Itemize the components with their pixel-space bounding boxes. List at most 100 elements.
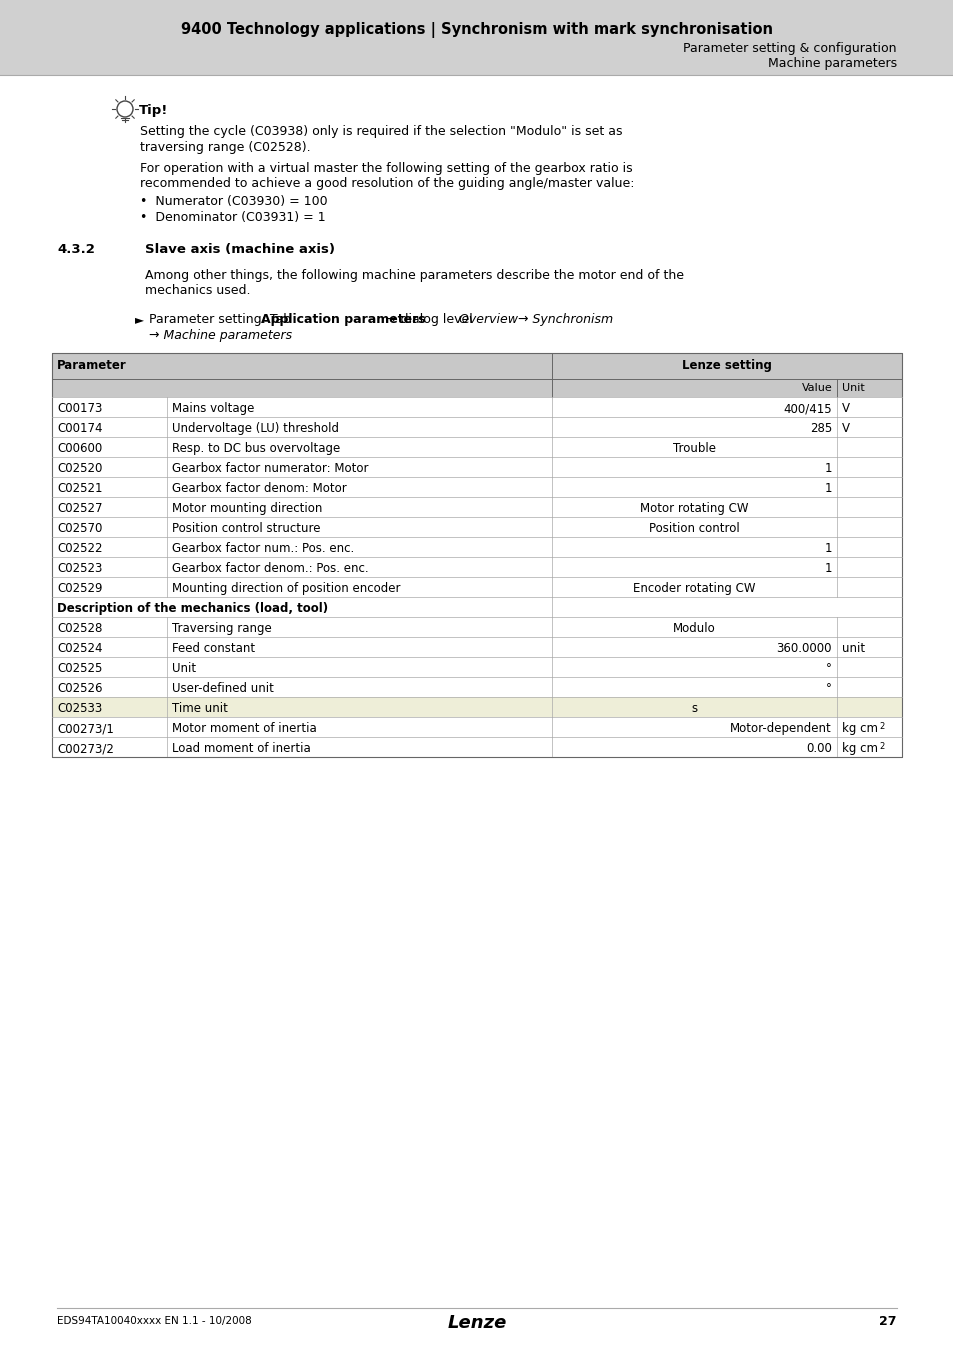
Text: Slave axis (machine axis): Slave axis (machine axis) xyxy=(145,243,335,256)
Text: •  Denominator (C03931) = 1: • Denominator (C03931) = 1 xyxy=(140,211,325,224)
Text: C02520: C02520 xyxy=(57,462,102,475)
Text: ►: ► xyxy=(135,313,144,325)
Text: Trouble: Trouble xyxy=(672,441,716,455)
Text: Parameter setting: Tab: Parameter setting: Tab xyxy=(149,313,294,325)
Bar xyxy=(52,517,901,537)
Text: traversing range (C02528).: traversing range (C02528). xyxy=(140,140,311,154)
Text: Setting the cycle (C03938) only is required if the selection "Modulo" is set as: Setting the cycle (C03938) only is requi… xyxy=(140,126,622,138)
Text: Modulo: Modulo xyxy=(673,622,715,634)
Bar xyxy=(52,697,901,717)
Text: C00273/2: C00273/2 xyxy=(57,743,113,755)
Text: Value: Value xyxy=(801,383,832,393)
Text: Resp. to DC bus overvoltage: Resp. to DC bus overvoltage xyxy=(172,441,340,455)
Text: Encoder rotating CW: Encoder rotating CW xyxy=(633,582,755,595)
Text: C00173: C00173 xyxy=(57,402,102,414)
Bar xyxy=(52,477,901,497)
Text: Motor mounting direction: Motor mounting direction xyxy=(172,502,322,514)
Text: Parameter setting & configuration: Parameter setting & configuration xyxy=(682,42,896,55)
Text: C02521: C02521 xyxy=(57,482,102,495)
Text: Overview→ Synchronism: Overview→ Synchronism xyxy=(458,313,613,325)
Text: For operation with a virtual master the following setting of the gearbox ratio i: For operation with a virtual master the … xyxy=(140,162,632,176)
Text: Motor moment of inertia: Motor moment of inertia xyxy=(172,722,316,734)
Text: Among other things, the following machine parameters describe the motor end of t: Among other things, the following machin… xyxy=(145,269,683,282)
Bar xyxy=(52,617,901,637)
Text: Parameter: Parameter xyxy=(57,359,127,373)
Text: Unit: Unit xyxy=(172,662,196,675)
Text: Motor rotating CW: Motor rotating CW xyxy=(639,502,748,514)
Bar xyxy=(52,537,901,558)
Text: 2: 2 xyxy=(878,722,883,730)
Bar xyxy=(52,676,901,697)
Text: C02527: C02527 xyxy=(57,502,102,514)
Text: mechanics used.: mechanics used. xyxy=(145,285,251,297)
Text: V: V xyxy=(841,423,849,435)
Text: 1: 1 xyxy=(823,482,831,495)
Text: Position control structure: Position control structure xyxy=(172,522,320,535)
Text: 2: 2 xyxy=(878,743,883,751)
Text: unit: unit xyxy=(841,643,864,655)
Text: Application parameters: Application parameters xyxy=(260,313,425,325)
Text: s: s xyxy=(691,702,697,716)
Text: Machine parameters: Machine parameters xyxy=(767,57,896,70)
Text: Feed constant: Feed constant xyxy=(172,643,254,655)
Text: Tip!: Tip! xyxy=(139,104,168,117)
Text: Mounting direction of position encoder: Mounting direction of position encoder xyxy=(172,582,400,595)
Bar xyxy=(52,576,901,597)
Text: Lenze setting: Lenze setting xyxy=(681,359,771,373)
Text: → dialog level: → dialog level xyxy=(381,313,476,325)
Text: Load moment of inertia: Load moment of inertia xyxy=(172,743,311,755)
Text: C02523: C02523 xyxy=(57,562,102,575)
Text: Motor-dependent: Motor-dependent xyxy=(729,722,831,734)
Text: 27: 27 xyxy=(879,1315,896,1328)
Text: 0.00: 0.00 xyxy=(805,743,831,755)
Text: °: ° xyxy=(825,662,831,675)
Text: C02528: C02528 xyxy=(57,622,102,634)
Text: Gearbox factor num.: Pos. enc.: Gearbox factor num.: Pos. enc. xyxy=(172,541,354,555)
Text: Gearbox factor denom.: Pos. enc.: Gearbox factor denom.: Pos. enc. xyxy=(172,562,368,575)
Text: Description of the mechanics (load, tool): Description of the mechanics (load, tool… xyxy=(57,602,328,616)
Text: 1: 1 xyxy=(823,462,831,475)
Text: → Machine parameters: → Machine parameters xyxy=(149,328,292,342)
Text: C00174: C00174 xyxy=(57,423,102,435)
Bar xyxy=(52,657,901,676)
Bar xyxy=(52,558,901,576)
Text: 285: 285 xyxy=(809,423,831,435)
Text: C00273/1: C00273/1 xyxy=(57,722,113,734)
Text: 9400 Technology applications | Synchronism with mark synchronisation: 9400 Technology applications | Synchroni… xyxy=(181,22,772,38)
Bar xyxy=(52,352,901,379)
Bar xyxy=(52,737,901,757)
Bar xyxy=(52,352,901,757)
Bar xyxy=(52,437,901,458)
Bar xyxy=(52,597,901,617)
Text: C02526: C02526 xyxy=(57,682,102,695)
Text: Undervoltage (LU) threshold: Undervoltage (LU) threshold xyxy=(172,423,338,435)
Bar xyxy=(52,417,901,437)
Text: V: V xyxy=(841,402,849,414)
Text: Time unit: Time unit xyxy=(172,702,228,716)
Bar xyxy=(52,379,901,397)
Text: Gearbox factor denom: Motor: Gearbox factor denom: Motor xyxy=(172,482,346,495)
Text: EDS94TA10040xxxx EN 1.1 - 10/2008: EDS94TA10040xxxx EN 1.1 - 10/2008 xyxy=(57,1316,252,1326)
Text: Gearbox factor numerator: Motor: Gearbox factor numerator: Motor xyxy=(172,462,368,475)
Bar xyxy=(52,397,901,417)
Text: C00600: C00600 xyxy=(57,441,102,455)
Text: C02522: C02522 xyxy=(57,541,102,555)
Bar xyxy=(52,637,901,657)
Text: kg cm: kg cm xyxy=(841,722,877,734)
Text: C02570: C02570 xyxy=(57,522,102,535)
Text: Lenze: Lenze xyxy=(447,1314,506,1332)
Bar xyxy=(52,379,901,397)
Text: kg cm: kg cm xyxy=(841,743,877,755)
Text: 1: 1 xyxy=(823,541,831,555)
Text: 360.0000: 360.0000 xyxy=(776,643,831,655)
Text: User-defined unit: User-defined unit xyxy=(172,682,274,695)
Text: Position control: Position control xyxy=(648,522,740,535)
Text: Unit: Unit xyxy=(841,383,863,393)
Text: recommended to achieve a good resolution of the guiding angle/master value:: recommended to achieve a good resolution… xyxy=(140,177,634,190)
Text: C02533: C02533 xyxy=(57,702,102,716)
Text: 400/415: 400/415 xyxy=(782,402,831,414)
Bar xyxy=(52,717,901,737)
Bar xyxy=(52,497,901,517)
Bar xyxy=(52,458,901,477)
Text: C02524: C02524 xyxy=(57,643,102,655)
